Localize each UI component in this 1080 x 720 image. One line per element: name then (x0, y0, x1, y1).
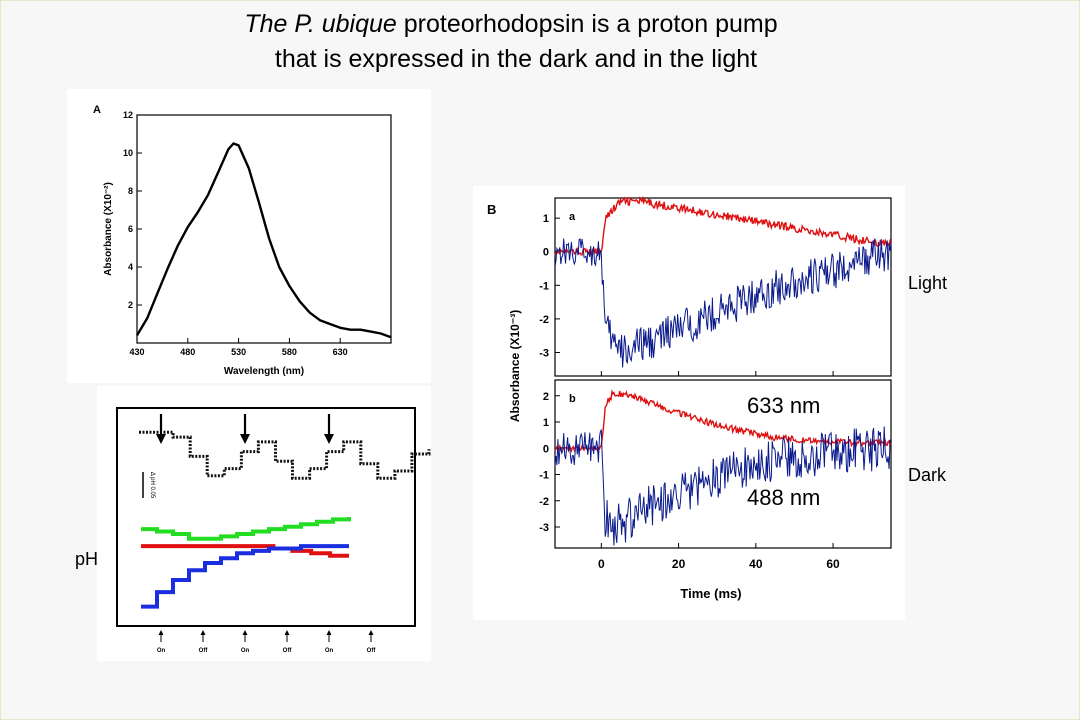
y-tick-label: 4 (128, 262, 133, 272)
spectrum-frame (136, 114, 392, 344)
x-tick-label: 430 (129, 347, 144, 357)
subplot-a-frame (554, 197, 892, 377)
switch-label: On (241, 648, 250, 654)
ph-chart: Δ pH 0.05 On Off On Off On Off (116, 407, 431, 654)
y-tick-label: -3 (539, 347, 549, 359)
spectrum-y-axis-label: Absorbance (X10⁻²) (103, 182, 114, 276)
title-line-1-rest: proteorhodopsin is a proton pump (396, 10, 778, 38)
panel-b-flash-photolysis: B a b 1 0 -1 -2 -3 2 1 0 -1 -2 -3 0 20 40 60 Absorbanc… (473, 186, 905, 620)
switch-marker-head (158, 630, 164, 635)
absorbance-spectrum-line (135, 142, 392, 339)
delta-ph-label: Δ pH 0.05 (149, 472, 155, 499)
y-tick-label: -2 (539, 314, 549, 326)
y-tick-label: 0 (543, 443, 549, 455)
red-trace-b (554, 389, 892, 454)
switch-marker-head (284, 630, 290, 635)
light-on-arrowhead (156, 434, 166, 444)
ph-axis-label: pH (75, 549, 99, 569)
slide-title: The P. ubique proteorhodopsin is a proto… (1, 7, 1021, 77)
switch-label: Off (199, 648, 209, 654)
blue-trace-a (554, 237, 892, 368)
x-tick-label: 60 (826, 557, 840, 571)
switch-label: Off (367, 648, 377, 654)
red-trace-a (554, 195, 892, 257)
panel-c-ph-trace: Δ pH 0.05 On Off On Off On Off (97, 386, 431, 661)
ph-frame (116, 407, 416, 627)
spectrum-x-axis-label: Wavelength (nm) (224, 366, 304, 377)
wavelength-488-label: 488 nm (747, 485, 821, 510)
y-tick-label: 6 (128, 224, 133, 234)
switch-marker-head (200, 630, 206, 635)
title-line-1: The P. ubique proteorhodopsin is a proto… (1, 7, 1021, 42)
switch-label: Off (283, 648, 293, 654)
y-tick-label: 10 (123, 148, 133, 158)
switch-label: On (325, 648, 334, 654)
subplot-a-label: a (569, 211, 576, 223)
panel-a-spectrum: A 430 480 530 580 630 2 4 6 8 10 12 Wavelength (nm… (67, 89, 431, 383)
ph-trace-0 (139, 430, 431, 480)
flash-y-axis-label: Absorbance (X10⁻³) (508, 310, 522, 422)
y-tick-label: 1 (543, 213, 549, 225)
switch-marker-head (368, 630, 374, 635)
light-on-arrowhead (240, 434, 250, 444)
x-tick-label: 20 (672, 557, 686, 571)
y-tick-label: -1 (539, 470, 549, 482)
dark-label: Dark (908, 465, 947, 485)
panel-a-label: A (93, 104, 101, 116)
flash-x-axis-label: Time (ms) (680, 586, 741, 601)
y-tick-label: 12 (123, 110, 133, 120)
light-on-arrowhead (324, 434, 334, 444)
x-tick-label: 0 (598, 557, 605, 571)
switch-marker-head (326, 630, 332, 635)
y-tick-label: 1 (543, 417, 549, 429)
blue-trace-b (554, 426, 892, 546)
ph-trace-1 (141, 517, 351, 541)
x-tick-label: 580 (282, 347, 297, 357)
spectrum-chart: A 430 480 530 580 630 2 4 6 8 10 12 Wavelength (nm… (93, 104, 392, 377)
switch-label: On (157, 648, 166, 654)
wavelength-633-label: 633 nm (747, 393, 821, 418)
y-tick-label: 0 (543, 247, 549, 259)
panel-b-label: B (487, 202, 496, 217)
light-label: Light (908, 273, 948, 293)
x-tick-label: 530 (231, 347, 246, 357)
y-tick-label: 2 (543, 391, 549, 403)
x-tick-label: 480 (180, 347, 195, 357)
y-tick-label: -3 (539, 522, 549, 534)
ph-trace-3 (141, 544, 349, 609)
y-tick-label: 2 (128, 300, 133, 310)
subplot-b-label: b (569, 393, 576, 405)
x-tick-label: 40 (749, 557, 763, 571)
x-tick-label: 630 (333, 347, 348, 357)
y-tick-label: 8 (128, 186, 133, 196)
flash-photolysis-chart: B a b 1 0 -1 -2 -3 2 1 0 -1 -2 -3 0 20 40 60 Absorbanc… (487, 195, 892, 601)
species-name: The P. ubique (244, 10, 397, 38)
switch-marker-head (242, 630, 248, 635)
y-tick-label: -1 (539, 280, 549, 292)
y-tick-label: -2 (539, 496, 549, 508)
title-line-2: that is expressed in the dark and in the… (274, 45, 758, 73)
